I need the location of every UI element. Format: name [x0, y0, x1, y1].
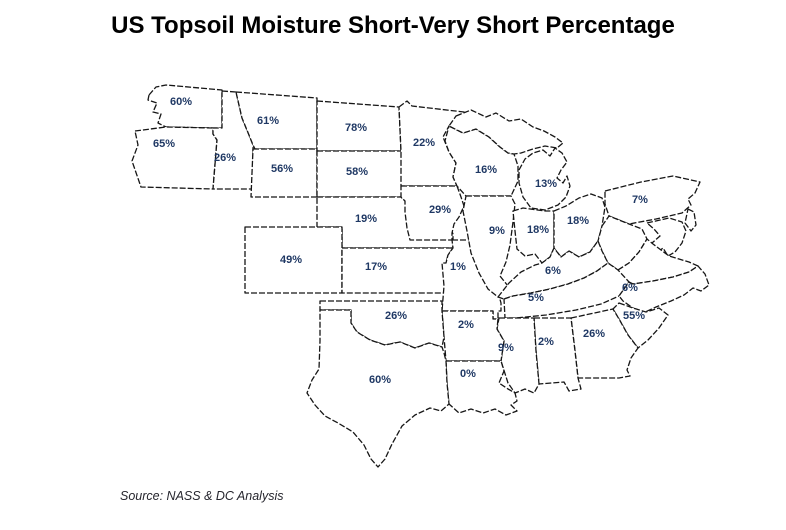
- state-label-ks: 17%: [365, 261, 387, 273]
- state-mississippi-shape: [496, 317, 540, 394]
- state-arkansas-shape: [441, 310, 505, 362]
- state-label-mo: 1%: [450, 261, 466, 273]
- state-label-ne: 19%: [355, 213, 377, 225]
- state-label-al: 2%: [538, 336, 554, 348]
- state-north-carolina-shape: [618, 265, 710, 314]
- state-label-pa: 7%: [632, 194, 648, 206]
- state-kansas-shape: [341, 247, 454, 294]
- state-label-oh: 18%: [567, 215, 589, 227]
- state-label-ok: 26%: [385, 310, 407, 322]
- state-delaware-shape: [684, 208, 697, 232]
- state-label-or: 65%: [153, 138, 175, 150]
- state-label-la: 0%: [460, 368, 476, 380]
- state-value-labels: 60% 65% 26% 61% 56% 78% 58% 19% 49% 17% …: [153, 96, 648, 386]
- state-iowa-shape: [400, 185, 465, 241]
- state-virginia-shape: [605, 238, 699, 285]
- state-texas-shape: [306, 309, 450, 468]
- state-label-ia: 29%: [429, 204, 451, 216]
- state-tennessee-shape: [503, 262, 630, 319]
- state-label-sc: 55%: [623, 310, 645, 322]
- state-louisiana-shape: [445, 360, 518, 416]
- state-label-sd: 58%: [346, 166, 368, 178]
- state-label-ms: 9%: [498, 342, 514, 354]
- state-label-nc: 6%: [622, 282, 638, 294]
- state-label-wy: 56%: [271, 163, 293, 175]
- state-wisconsin-shape: [444, 125, 519, 197]
- state-label-tn: 5%: [528, 292, 544, 304]
- state-label-ar: 2%: [458, 319, 474, 331]
- state-label-nd: 78%: [345, 122, 367, 134]
- state-michigan-shape: [518, 147, 571, 211]
- state-oregon-shape: [131, 126, 218, 190]
- state-label-ky: 6%: [545, 265, 561, 277]
- state-michigan-upper-peninsula-shape: [448, 109, 564, 155]
- source-note: Source: NASS & DC Analysis: [120, 489, 284, 503]
- state-label-ga: 26%: [583, 328, 605, 340]
- state-label-in: 18%: [527, 224, 549, 236]
- state-south-carolina-shape: [612, 302, 669, 349]
- state-label-wa: 60%: [170, 96, 192, 108]
- state-shapes: [131, 84, 710, 468]
- chart-title: US Topsoil Moisture Short-Very Short Per…: [111, 12, 675, 39]
- state-label-il: 9%: [489, 225, 505, 237]
- state-label-tx: 60%: [369, 374, 391, 386]
- state-label-co: 49%: [280, 254, 302, 266]
- state-maryland-shape: [646, 217, 687, 257]
- state-label-mn: 22%: [413, 137, 435, 149]
- state-label-mt: 61%: [257, 115, 279, 127]
- state-label-wi: 16%: [475, 164, 497, 176]
- state-label-mi: 13%: [535, 178, 557, 190]
- state-label-id: 26%: [214, 152, 236, 164]
